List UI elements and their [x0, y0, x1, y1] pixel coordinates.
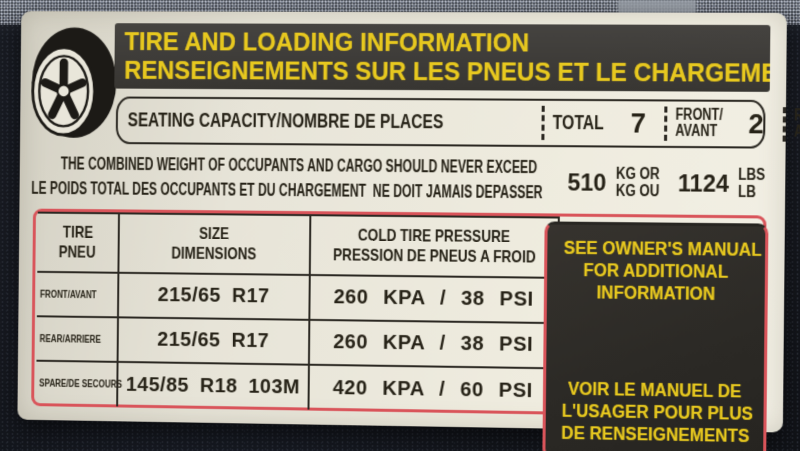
front-value: 2	[748, 108, 765, 139]
weight-statement-fr: LE POIDS TOTAL DES OCCUPANTS ET DU CHARG…	[31, 177, 543, 203]
dashed-divider	[541, 105, 545, 141]
seating-caption: SEATING CAPACITY/NOMBRE DE PLACES	[127, 108, 444, 133]
col-header-size: SIZE DIMENSIONS	[119, 214, 312, 276]
table-row-spare-pressure: 420 KPA / 60 PSI	[309, 365, 559, 414]
tire-wheel-icon	[22, 27, 117, 154]
kg-value: 510	[567, 168, 607, 196]
dashed-divider	[664, 106, 668, 141]
dashed-divider	[782, 107, 786, 142]
tire-pressure-section: TIRE PNEU SIZE DIMENSIONS COLD TIRE PRES…	[31, 208, 769, 451]
lb-unit: LBS LB	[737, 166, 766, 202]
weight-values: 510 KG OR KG OU 1124 LBS LB	[567, 155, 773, 211]
kg-unit: KG OR KG OU	[615, 165, 660, 201]
table-row-rear-pressure: 260 KPA / 38 PSI	[309, 320, 559, 370]
tire-pressure-table: TIRE PNEU SIZE DIMENSIONS COLD TIRE PRES…	[36, 211, 560, 414]
col-header-pressure: COLD TIRE PRESSURE PRESSION DE PNEUS A F…	[310, 216, 560, 279]
col-header-tire: TIRE PNEU	[37, 213, 120, 274]
notice-english: SEE OWNER'S MANUAL FOR ADDITIONAL INFORM…	[563, 237, 762, 305]
notice-french: VOIR LE MANUEL DE L'USAGER POUR PLUS DE …	[561, 378, 754, 448]
table-row-spare-label: SPARE/DE SECOURS	[36, 361, 122, 407]
table-row-front-size: 215/65 R17	[118, 273, 311, 321]
lb-value: 1124	[677, 169, 730, 197]
table-row-spare-size: 145/85 R18 103M	[118, 362, 310, 410]
title-french: RENSEIGNEMENTS SUR LES PNEUS ET LE CHARG…	[124, 54, 771, 89]
seating-front: FRONT/ AVANT 2	[675, 106, 774, 141]
seating-rear: REAR/ ARRIÈRE 5	[793, 107, 800, 142]
seating-total: TOTAL 7	[553, 107, 657, 139]
total-value: 7	[630, 107, 647, 139]
table-row-front-label: FRONT/AVANT	[36, 272, 120, 319]
front-label: FRONT/ AVANT	[675, 106, 723, 141]
placard-title-bar: TIRE AND LOADING INFORMATION RENSEIGNEME…	[114, 23, 771, 92]
tire-loading-placard: TIRE AND LOADING INFORMATION RENSEIGNEME…	[17, 11, 800, 451]
seating-capacity-row: SEATING CAPACITY/NOMBRE DE PLACES TOTAL …	[115, 96, 800, 149]
max-weight-row: THE COMBINED WEIGHT OF OCCUPANTS AND CAR…	[31, 151, 773, 211]
table-row-rear-label: REAR/ARRIERE	[36, 317, 119, 363]
title-english: TIRE AND LOADING INFORMATION	[124, 26, 530, 58]
weight-statement: THE COMBINED WEIGHT OF OCCUPANTS AND CAR…	[31, 151, 567, 209]
owners-manual-notice: SEE OWNER'S MANUAL FOR ADDITIONAL INFORM…	[542, 221, 769, 451]
rear-label: REAR/ ARRIÈRE	[793, 107, 800, 142]
total-label: TOTAL	[552, 111, 605, 134]
table-row-rear-size: 215/65 R17	[118, 318, 311, 366]
table-row-front-pressure: 260 KPA / 38 PSI	[310, 275, 560, 325]
trim-reflection	[618, 0, 696, 13]
